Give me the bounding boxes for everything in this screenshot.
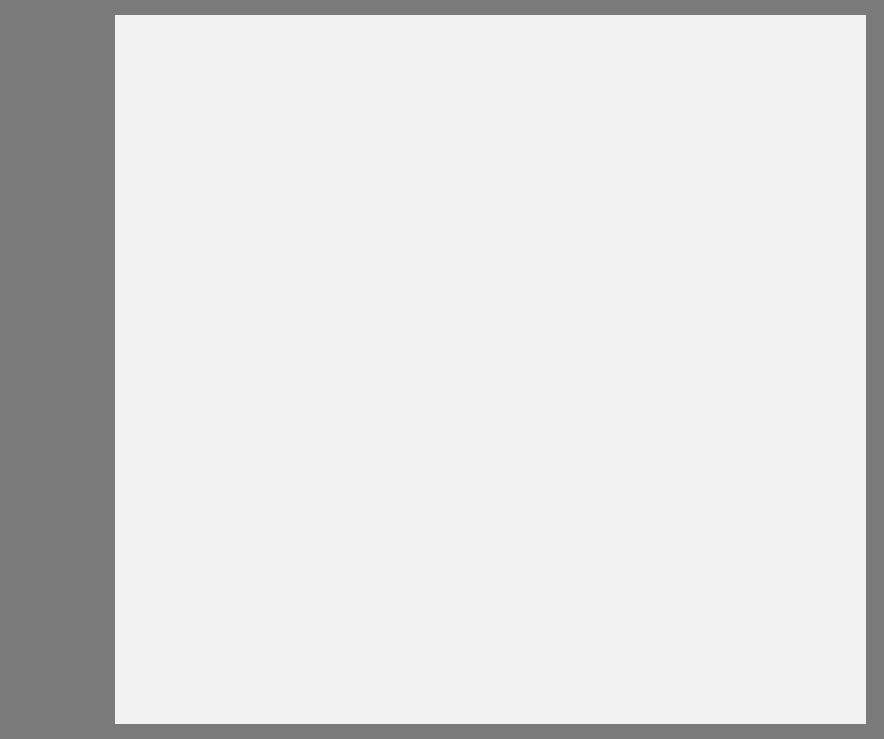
Text: y =: y = <box>438 107 462 121</box>
Text: y=28: y=28 <box>514 297 567 316</box>
Text: y=2: y=2 <box>493 245 530 264</box>
Text: 0: 0 <box>537 245 545 258</box>
Text: y°: y° <box>367 295 381 307</box>
Text: °: ° <box>555 398 561 412</box>
Text: 13.  x =: 13. x = <box>625 107 680 121</box>
Text: y=66: y=66 <box>514 451 567 470</box>
Text: 11 & 12.  x =: 11 & 12. x = <box>240 107 333 121</box>
Text: 16.25: 16.25 <box>309 370 361 387</box>
Text: (6x + 9)°: (6x + 9)° <box>676 173 734 185</box>
Text: 28: 28 <box>351 95 381 120</box>
Text: For questions 15 & 16, fill in the blank with the appropriate word(s).: For questions 15 & 16, fill in the blank… <box>240 680 864 695</box>
Text: (4x+ 6)°: (4x+ 6)° <box>237 585 290 599</box>
Text: For problems 11·14, find the value of each variable.: For problems 11·14, find the value of ea… <box>247 80 571 92</box>
Text: 114°: 114° <box>301 295 332 307</box>
Text: x°: x° <box>338 168 351 181</box>
Text: (4x − 8)°: (4x − 8)° <box>301 430 358 443</box>
Text: (4x + 5)°: (4x + 5)° <box>705 293 764 306</box>
Text: 18°: 18° <box>245 280 267 293</box>
Text: y=66: y=66 <box>510 399 559 418</box>
Text: 14.  x =: 14. x = <box>240 376 296 390</box>
Text: 128°: 128° <box>378 585 410 599</box>
Text: 66: 66 <box>465 95 495 120</box>
Text: y=180°−114: y=180°−114 <box>493 361 612 379</box>
Text: 180−38−114: 180−38−114 <box>493 207 615 225</box>
